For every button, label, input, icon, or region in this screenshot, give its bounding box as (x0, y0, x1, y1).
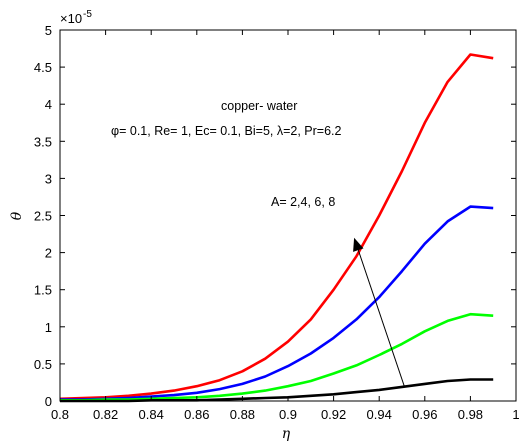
x-tick-label: 0.9 (279, 407, 297, 422)
y-tick-label: 2.5 (34, 209, 52, 224)
y-axis-label: θ (9, 211, 25, 220)
x-tick-label: 0.86 (184, 407, 209, 422)
x-tick-label: 0.8 (51, 407, 69, 422)
plot-area (59, 29, 517, 402)
x-tick-label: 0.82 (93, 407, 118, 422)
series-line-2 (60, 205, 494, 401)
y-tick-label: 0 (45, 394, 52, 409)
y-tick-label: 3.5 (34, 134, 52, 149)
annotation-arrow-label: A= 2,4, 6, 8 (271, 195, 335, 209)
x-axis-label: η (282, 426, 291, 442)
x-tick-label: 0.96 (412, 407, 437, 422)
x-tick-label: 0.98 (458, 407, 483, 422)
series-line-1 (59, 53, 494, 401)
tick-labels-layer: 0.8 0.82 0.84 0.86 0.88 0.9 0.92 0.94 0.96 0.98 1 0… (34, 23, 520, 422)
y-exponent-power: -5 (83, 9, 92, 20)
y-tick-label: 5 (45, 23, 52, 38)
ticks-layer (59, 29, 517, 402)
x-tick-label: 0.88 (230, 407, 255, 422)
y-tick-label: 1 (45, 320, 52, 335)
y-tick-label: 4 (45, 97, 52, 112)
series-layer (59, 53, 494, 403)
x-tick-label: 0.94 (367, 407, 392, 422)
y-exponent-base: ×10 (60, 11, 82, 26)
annotation-params: φ= 0.1, Re= 1, Ec= 0.1, Bi=5, λ=2, Pr=6.… (111, 124, 342, 138)
trend-arrow (353, 237, 405, 387)
x-tick-label: 0.84 (139, 407, 164, 422)
y-tick-label: 4.5 (34, 60, 52, 75)
series-line-4 (60, 378, 494, 403)
x-tick-label: 1 (512, 407, 519, 422)
annotation-fluid: copper- water (221, 99, 297, 113)
y-tick-label: 3 (45, 171, 52, 186)
y-tick-label: 2 (45, 246, 52, 261)
y-tick-label: 1.5 (34, 283, 52, 298)
trend-arrow-line (357, 249, 405, 387)
x-tick-label: 0.92 (321, 407, 346, 422)
series-line-3 (60, 312, 494, 402)
trend-arrow-head (353, 237, 364, 252)
y-tick-label: 0.5 (34, 357, 52, 372)
